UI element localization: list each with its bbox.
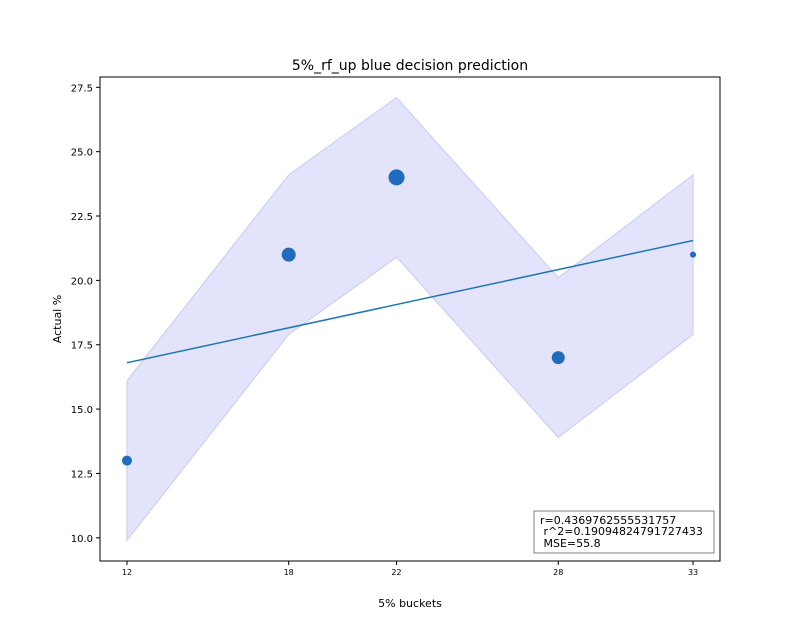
data-point [690,251,697,258]
stats-box: r=0.4369762555531757 r^2=0.1909482479172… [533,510,715,554]
stat-r: r=0.4369762555531757 [540,514,676,527]
points-layer [121,169,697,466]
y-tick-label: 25.0 [71,148,93,159]
confidence-band [126,96,694,542]
y-axis-label: Actual % [51,295,64,343]
x-tick-label: 33 [688,568,698,577]
x-tick-label: 22 [391,568,401,577]
x-axis-label: 5% buckets [378,597,442,610]
data-point [121,455,132,466]
stat-mse: MSE=55.8 [540,537,601,550]
x-tick-label: 28 [553,568,563,577]
y-tick-label: 12.5 [71,469,93,480]
confidence-band-layer [126,96,694,542]
y-tick-label: 22.5 [71,212,93,223]
y-ticks: 10.0 12.5 15.0 17.5 20.0 22.5 25.0 27.5 [71,83,100,545]
fit-line-layer [126,239,694,364]
plot-frame [99,76,721,562]
y-tick-label: 17.5 [71,341,93,352]
x-ticks: 12 18 22 28 33 [122,561,698,577]
fit-line [126,239,694,364]
x-tick-label: 12 [122,568,132,577]
stats-box-frame [533,510,715,554]
stat-r2: r^2=0.19094824791727433 [540,525,703,538]
data-point [281,247,296,262]
y-tick-label: 10.0 [71,534,93,545]
y-tick-label: 15.0 [71,405,93,416]
x-tick-label: 18 [284,568,294,577]
chart-title: 5%_rf_up blue decision prediction [292,58,528,74]
y-tick-label: 20.0 [71,276,93,287]
y-tick-label: 27.5 [71,83,93,94]
data-point [388,169,405,186]
data-point [551,351,565,365]
